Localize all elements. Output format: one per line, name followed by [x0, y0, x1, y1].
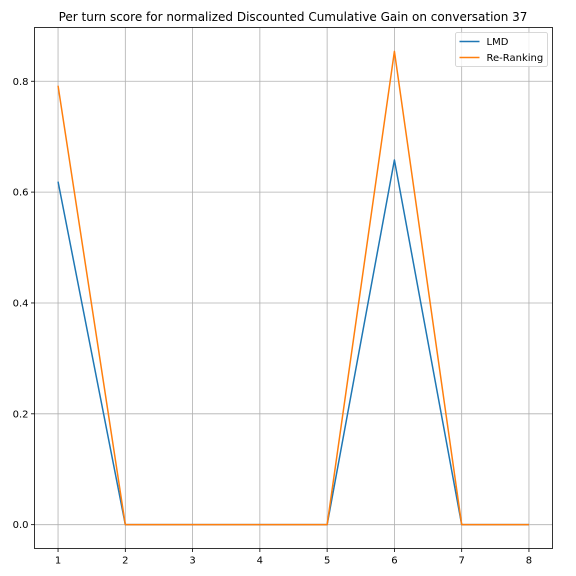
- x-tick-label: 5: [324, 556, 330, 567]
- x-tick-label: 8: [526, 556, 532, 567]
- y-tick-label: 0.0: [13, 520, 29, 531]
- x-tick-label: 6: [391, 556, 397, 567]
- series-lines: [57, 50, 529, 526]
- axis-ticks: 1 2 3 4 5 6 7 8 0.0 0.2 0.4 0.6 0.8: [13, 77, 533, 567]
- grid: [34, 27, 553, 549]
- x-tick-label: 1: [55, 556, 61, 567]
- chart-title: Per turn score for normalized Discounted…: [59, 10, 528, 24]
- y-tick-label: 0.2: [13, 409, 29, 420]
- series-line-re-ranking: [57, 50, 529, 526]
- x-tick-label: 7: [458, 556, 464, 567]
- x-tick-label: 3: [189, 556, 195, 567]
- plot-frame: [34, 27, 553, 549]
- legend-label: Re-Ranking: [487, 53, 544, 64]
- legend: LMD Re-Ranking: [455, 32, 548, 67]
- y-tick-label: 0.8: [13, 77, 29, 88]
- y-tick-label: 0.4: [13, 298, 29, 309]
- legend-label: LMD: [487, 37, 509, 48]
- series-line-lmd: [57, 159, 529, 526]
- x-tick-label: 4: [257, 556, 263, 567]
- x-tick-label: 2: [122, 556, 128, 567]
- y-tick-label: 0.6: [13, 188, 29, 199]
